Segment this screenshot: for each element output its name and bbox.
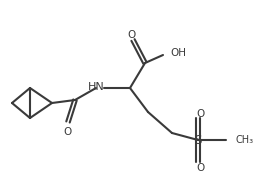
Text: CH₃: CH₃ [236,135,254,145]
Text: HN: HN [88,82,104,92]
Text: S: S [194,135,202,148]
Text: OH: OH [170,48,186,58]
Text: O: O [128,30,136,40]
Text: O: O [64,127,72,137]
Text: O: O [197,109,205,119]
Text: O: O [197,163,205,173]
